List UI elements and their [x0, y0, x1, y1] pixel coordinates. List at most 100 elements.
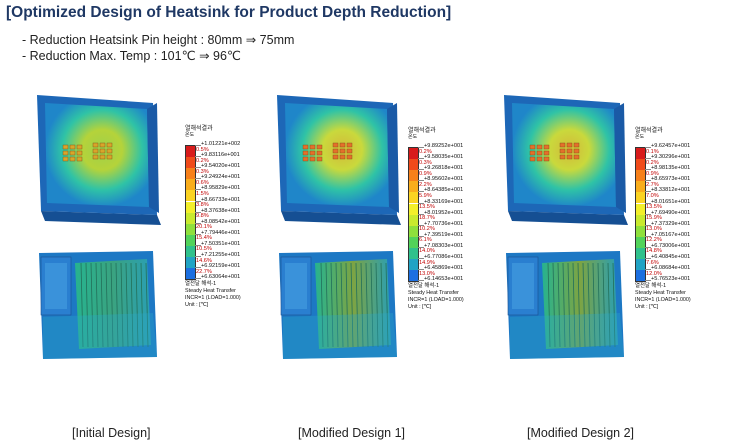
scale-value: +8.33169e+001 [424, 198, 464, 205]
scale-segment [636, 225, 645, 237]
analysis-type: Steady Heat Transfer [185, 288, 236, 295]
scale-segment [186, 268, 195, 280]
unit-label: Unit : [℃] [185, 302, 209, 309]
color-scale-bar [635, 147, 646, 283]
scale-percent: 10.5% [196, 246, 212, 253]
scale-segment [409, 159, 418, 171]
scale-segment [186, 212, 195, 224]
plate-top-view [37, 95, 161, 225]
caption-initial: [Initial Design] [72, 426, 151, 440]
scale-value: +9.30296e+001 [651, 154, 691, 161]
result-panel-modified-2: 열해석결과 온도 +9.62457e+001 +9.30296e+001 +8.9813… [502, 95, 735, 400]
scale-value: +9.54020e+001 [201, 163, 241, 170]
legend-title: 열해석결과 [185, 126, 213, 132]
scale-percent: 3.8% [196, 202, 209, 209]
scale-value: +6.63064e+001 [201, 274, 241, 281]
legend-title: 열해석결과 [635, 128, 663, 134]
tick-dash [195, 211, 201, 213]
scale-percent: 5.9% [419, 192, 432, 199]
plate-top-view [504, 95, 628, 225]
tick-dash [645, 235, 651, 237]
scale-value: +6.40845e+001 [651, 254, 691, 260]
analysis-label: 열전달 해석-1 [185, 281, 217, 288]
tick-dash [418, 258, 424, 259]
tick-dash [195, 189, 201, 191]
scale-value: +9.26818e+001 [424, 165, 464, 172]
tick-dash [195, 178, 201, 180]
scale-value: +7.50351e+001 [201, 240, 241, 247]
scale-value: +1.01221e+002 [201, 141, 241, 147]
scale-value: +8.66733e+001 [201, 196, 241, 203]
heatsink-fin-view [279, 251, 397, 359]
scale-segment [186, 168, 195, 180]
scale-value: +8.98135e+001 [651, 165, 691, 172]
scale-segment [409, 236, 418, 248]
tick-dash [418, 213, 424, 215]
scale-percent: 22.7% [196, 268, 212, 275]
scale-value: +9.24924e+001 [201, 174, 241, 181]
scale-percent: 0.3% [419, 159, 432, 166]
scale-segment [186, 146, 195, 158]
scale-percent: 13.5% [419, 204, 435, 211]
unit-label: Unit : [℃] [635, 304, 659, 311]
legend-subtitle: 온도 [635, 134, 645, 140]
scale-percent: 14.8% [646, 248, 662, 255]
scale-value: +6.45869e+001 [424, 265, 464, 272]
scale-segment [636, 236, 645, 248]
scale-percent: 13.5% [646, 204, 662, 211]
tick-dash [195, 222, 201, 224]
scale-percent: 9.8% [196, 213, 209, 220]
analysis-label: 열전달 해석-1 [635, 283, 667, 290]
tick-dash [195, 200, 201, 202]
tick-dash [195, 267, 201, 269]
tick-dash [418, 180, 424, 182]
tick-dash [195, 167, 201, 169]
scale-segment [409, 214, 418, 226]
scale-value: +9.83116e+001 [201, 152, 240, 159]
scale-percent: 13.0% [646, 226, 662, 233]
scale-percent: 0.1% [646, 148, 659, 155]
scale-segment [636, 148, 645, 160]
tick-dash [418, 246, 424, 248]
tick-dash [195, 233, 201, 235]
page-title: [Optimized Design of Heatsink for Produc… [6, 4, 452, 21]
heatsink-fin-view [39, 251, 157, 359]
analysis-type: Steady Heat Transfer [635, 290, 686, 297]
analysis-info: 열전달 해석-1 Steady Heat Transfer INCR=1 (LOAD… [185, 281, 241, 309]
scale-segment [636, 247, 645, 259]
scale-segment [186, 257, 195, 269]
scale-segment [636, 159, 645, 171]
scale-percent: 2.7% [646, 181, 659, 188]
bullet-pin-height: - Reduction Heatsink Pin height : 80mm ⇒… [22, 33, 295, 47]
tick-dash [195, 244, 201, 246]
scale-percent: 14.9% [419, 259, 435, 266]
increment-load: INCR=1 (LOAD=1.000) [185, 295, 241, 302]
scale-percent: 15.9% [646, 215, 662, 222]
scale-segment [186, 223, 195, 235]
tick-dash [645, 269, 651, 271]
tick-dash [195, 156, 201, 158]
scale-value: +9.58035e+001 [424, 154, 464, 161]
scale-percent: 2.2% [419, 181, 432, 188]
scale-segment [409, 181, 418, 193]
analysis-type: Steady Heat Transfer [408, 290, 459, 297]
scale-value: +8.37638e+001 [201, 207, 241, 214]
scale-value: +7.37329e+001 [651, 220, 691, 227]
caption-modified-2: [Modified Design 2] [527, 426, 635, 440]
scale-percent: 0.5% [196, 146, 209, 153]
scale-segment [186, 201, 195, 213]
legend-title: 열해석결과 [408, 128, 436, 134]
scale-percent: 10.2% [419, 226, 435, 233]
heatsink-fin-view [506, 251, 624, 359]
scale-segment [186, 190, 195, 202]
heatsink-render [277, 95, 401, 359]
tick-dash [645, 213, 651, 215]
scale-percent: 0.2% [419, 148, 432, 155]
scale-segment [636, 270, 645, 282]
scale-value: +7.69490e+001 [651, 209, 691, 216]
tick-dash [645, 169, 651, 171]
scale-segment [409, 270, 418, 282]
scale-segment [636, 170, 645, 182]
scale-value: +8.08542e+001 [201, 218, 241, 225]
scale-value: +9.89252e+001 [424, 143, 464, 149]
